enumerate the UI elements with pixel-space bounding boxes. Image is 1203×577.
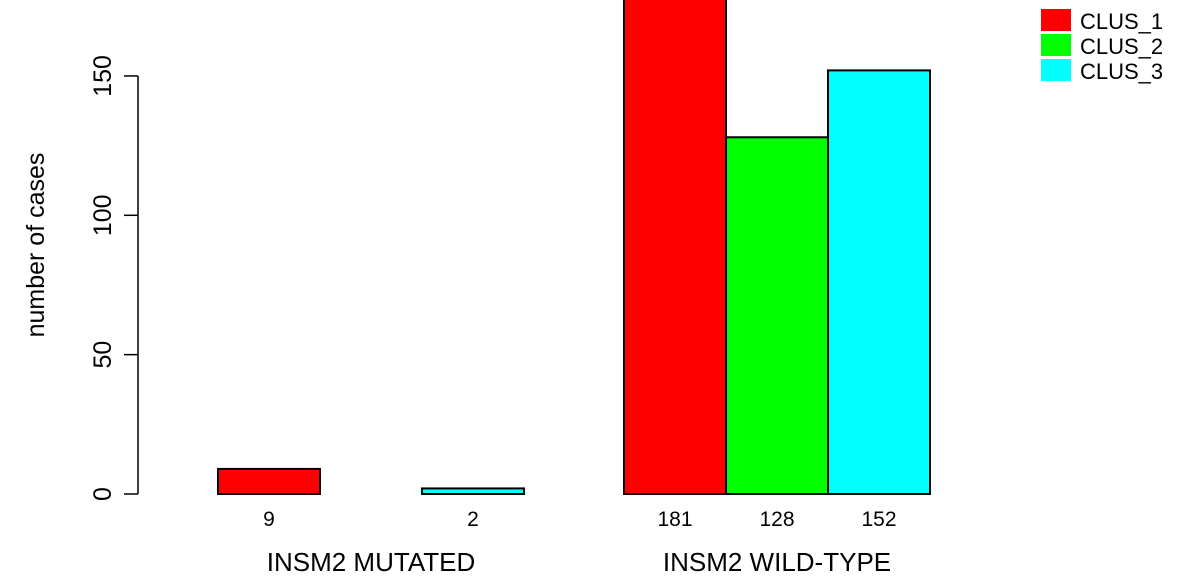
y-tick-label: 100 [89,194,117,236]
bar [725,136,829,495]
bar-value-label: 2 [467,508,479,531]
bar-value-label: 181 [657,508,692,531]
y-tick-label: 50 [89,341,117,369]
value-labels: 9 2 181 128 152 [263,508,896,531]
y-tick-label: 0 [89,487,117,501]
legend-swatch [1041,9,1071,31]
legend-swatch [1041,59,1071,81]
y-axis: 0 50 100 150 [89,55,139,501]
bar [421,487,525,495]
bar [623,0,727,495]
legend-label: CLUS_2 [1080,34,1163,59]
y-axis-title: number of cases [22,153,50,338]
bar [217,467,321,495]
bar [827,69,931,495]
bar-value-label: 9 [263,508,275,531]
legend-label: CLUS_3 [1080,59,1163,84]
group-labels: INSM2 MUTATED INSM2 WILD-TYPE [267,547,891,577]
legend-label: CLUS_1 [1080,9,1163,34]
group-label: INSM2 WILD-TYPE [663,547,891,577]
y-tick-label: 150 [89,55,117,97]
legend-swatch [1041,34,1071,56]
bar-value-label: 128 [759,508,794,531]
bars [217,0,931,495]
group-label: INSM2 MUTATED [267,547,475,577]
bar-value-label: 152 [861,508,896,531]
